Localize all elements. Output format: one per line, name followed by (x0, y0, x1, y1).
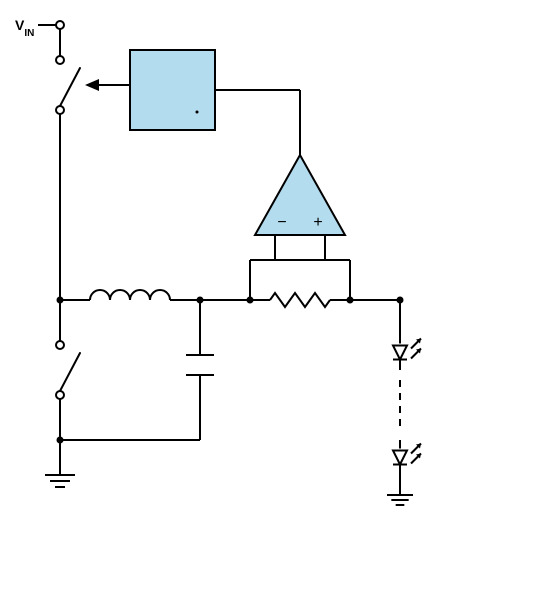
control-arrow (85, 79, 99, 91)
opamp-plus-label: + (313, 214, 322, 231)
opamp (255, 155, 345, 235)
switch-1 (60, 68, 80, 106)
opamp-minus-label: − (277, 214, 286, 231)
vin-label: VIN (15, 17, 34, 39)
inductor (90, 290, 170, 300)
controller-block (130, 50, 215, 130)
switch-2 (60, 353, 80, 391)
led-2 (393, 451, 407, 465)
resistor (270, 293, 330, 307)
led-1 (393, 346, 407, 360)
circuit-diagram: VIN − + (0, 0, 533, 600)
